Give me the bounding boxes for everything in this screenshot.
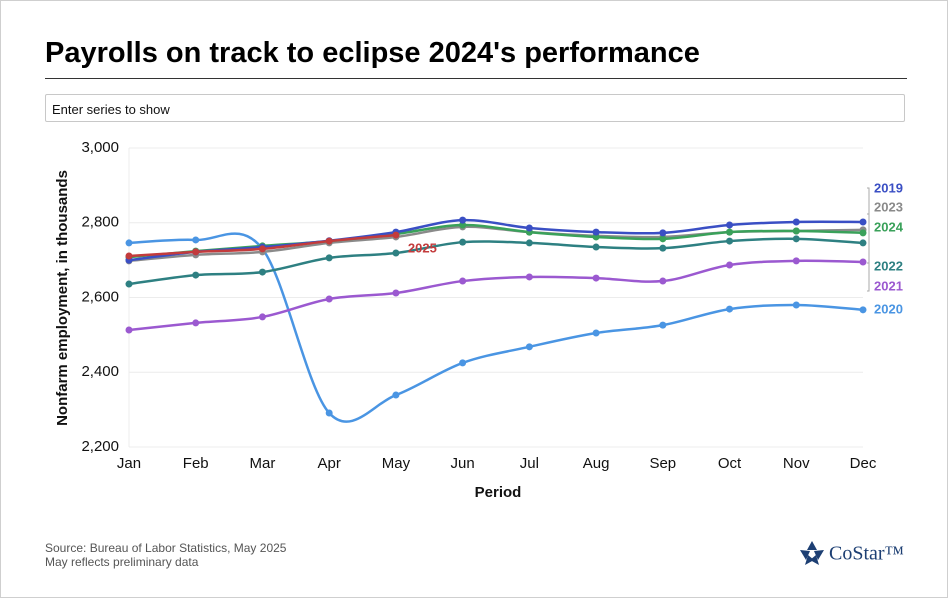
data-point — [525, 239, 533, 247]
data-point — [792, 227, 800, 235]
x-tick-label: Nov — [783, 455, 810, 472]
y-tick-label: 3,000 — [81, 139, 119, 156]
x-tick-label: Apr — [318, 455, 341, 472]
data-point — [592, 243, 600, 251]
data-point — [192, 236, 200, 244]
x-tick-label: Jun — [451, 455, 475, 472]
x-axis-title: Period — [475, 484, 522, 501]
data-point — [726, 221, 734, 229]
data-point — [325, 237, 333, 245]
title: Payrolls on track to eclipse 2024's perf… — [45, 37, 700, 69]
logo-text: CoStar™ — [829, 543, 904, 565]
data-point — [459, 359, 467, 367]
x-tick-label: Dec — [850, 455, 877, 472]
data-point — [459, 221, 467, 229]
data-point — [125, 280, 133, 288]
data-point — [659, 277, 667, 285]
data-point — [792, 301, 800, 309]
series-label: 2022 — [874, 258, 903, 273]
search-placeholder: Enter series to show — [52, 102, 170, 117]
x-tick-label: Jul — [520, 455, 539, 472]
data-point — [325, 295, 333, 303]
data-point — [859, 239, 867, 247]
data-point — [125, 252, 133, 260]
data-point — [592, 329, 600, 337]
y-tick-label: 2,400 — [81, 363, 119, 380]
series-label: 2020 — [874, 301, 903, 316]
note: May reflects preliminary data — [45, 555, 199, 569]
series-label: 2025 — [408, 241, 437, 256]
data-point — [859, 218, 867, 226]
data-point — [192, 271, 200, 279]
x-tick-label: Mar — [250, 455, 276, 472]
series-line — [128, 218, 864, 262]
data-point — [859, 229, 867, 237]
series-line — [128, 237, 864, 286]
label-bracket — [867, 187, 870, 292]
data-point — [726, 228, 734, 236]
x-tick-label: May — [382, 455, 411, 472]
data-point — [459, 238, 467, 246]
data-point — [258, 245, 266, 253]
series-label: 2021 — [874, 278, 903, 293]
data-point — [392, 391, 400, 399]
data-point — [592, 233, 600, 241]
data-point — [392, 249, 400, 257]
data-point — [325, 409, 333, 417]
data-point — [392, 289, 400, 297]
y-axis-title: Nonfarm employment, in thousands — [54, 170, 71, 426]
grid — [128, 147, 863, 448]
data-point — [192, 319, 200, 327]
series-search[interactable]: Enter series to show — [45, 94, 905, 122]
data-point — [659, 321, 667, 329]
series-label: 2019 — [874, 180, 903, 195]
data-point — [258, 313, 266, 321]
x-tick-label: Oct — [718, 455, 742, 472]
data-point — [325, 254, 333, 262]
data-point — [726, 261, 734, 269]
source: Source: Bureau of Labor Statistics, May … — [45, 541, 287, 555]
data-point — [726, 305, 734, 313]
x-tick-label: Aug — [583, 455, 610, 472]
data-point — [392, 231, 400, 239]
data-point — [726, 237, 734, 245]
data-point — [459, 277, 467, 285]
data-point — [525, 273, 533, 281]
y-tick-label: 2,800 — [81, 214, 119, 231]
series-label: 2024 — [874, 219, 904, 234]
logo: CoStar™ — [800, 541, 904, 565]
data-point — [659, 229, 667, 237]
data-point — [525, 224, 533, 232]
data-point — [659, 235, 667, 243]
data-point — [859, 258, 867, 266]
data-point — [792, 218, 800, 226]
x-tick-label: Jan — [117, 455, 141, 472]
x-tick-label: Feb — [183, 455, 209, 472]
data-point — [258, 268, 266, 276]
data-point — [125, 239, 133, 247]
data-point — [792, 235, 800, 243]
y-tick-label: 2,200 — [81, 438, 119, 455]
y-tick-label: 2,600 — [81, 288, 119, 305]
data-point — [592, 228, 600, 236]
data-point — [659, 244, 667, 252]
data-point — [192, 248, 200, 256]
data-point — [592, 274, 600, 282]
series-label: 2023 — [874, 199, 903, 214]
data-point — [125, 326, 133, 334]
x-tick-label: Sep — [649, 455, 676, 472]
title-rule — [45, 78, 907, 79]
data-point — [459, 216, 467, 224]
data-point — [792, 257, 800, 265]
data-point — [525, 343, 533, 351]
series-line — [128, 259, 864, 332]
data-point — [859, 306, 867, 314]
